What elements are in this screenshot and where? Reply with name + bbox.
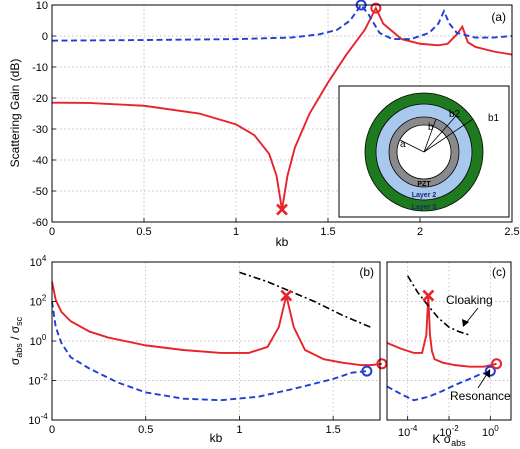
panel-a-ytick-label: -20 xyxy=(32,93,48,105)
panel-a-series xyxy=(51,3,513,210)
annotation-resonance-arrow xyxy=(477,373,488,389)
panel-b-series-2-line xyxy=(51,301,367,402)
panel-a-xtick-label: 0.5 xyxy=(136,226,151,238)
panel-b-ylabel: σabs / σsc xyxy=(8,316,24,365)
panel-b-marker-o-2 xyxy=(361,365,373,377)
panel-c-grid xyxy=(387,262,511,420)
panel-b-label: (b) xyxy=(359,265,374,279)
inset-label-b1: b1 xyxy=(488,113,500,124)
panel-a-ytick-label: 10 xyxy=(36,0,48,12)
panel-b-xtick-label: 0 xyxy=(49,424,55,436)
annotation-cloaking-arrow xyxy=(465,307,479,324)
panel-c-marker-o-2 xyxy=(484,365,496,377)
inset-label-b: b xyxy=(428,122,434,133)
panel-a-xtick-label: 0 xyxy=(49,226,55,238)
panel-b-series-1-line xyxy=(51,281,382,367)
panel-b-marker-o-3 xyxy=(376,358,388,370)
panel-a-xtick-label: 2 xyxy=(417,226,423,238)
panel-b-ytick-label: 10-2 xyxy=(28,373,48,388)
panel-a-series-2-line xyxy=(51,3,513,42)
annotation-cloaking-arrowhead xyxy=(462,319,469,327)
panel-a-xtick-label: 1 xyxy=(233,226,239,238)
panel-c-series-1-line xyxy=(386,295,497,368)
panel-c: 10-4 10-2 100 (c) K σabs Cloaking Resonanc… xyxy=(386,261,512,448)
inset-radius-a xyxy=(399,139,425,153)
panel-a-xtick-label: 2.5 xyxy=(504,226,519,238)
inset-radius-b1 xyxy=(423,118,474,153)
panel-a-ytick-label: -30 xyxy=(32,124,48,136)
panel-c-series-3-line xyxy=(406,275,470,336)
panel-c-label: (c) xyxy=(492,265,506,279)
panel-a-xlabel: kb xyxy=(276,235,289,249)
panel-a-marker-x-1 xyxy=(276,203,288,216)
panel-c-series-2-line xyxy=(386,370,491,402)
panel-b-grid xyxy=(52,262,380,420)
panel-b-xlabel: kb xyxy=(210,431,223,445)
panel-b-xtick-label: 0.5 xyxy=(138,424,153,436)
panel-c-xtick-label: 100 xyxy=(482,424,499,439)
panel-b-ytick-label: 100 xyxy=(30,333,47,348)
panel-c-markers xyxy=(422,289,503,377)
inset-radius-b xyxy=(423,118,437,153)
panel-b-ytick-label: 10-4 xyxy=(28,412,48,427)
panel-a-frame xyxy=(51,4,513,223)
panel-b-series xyxy=(51,271,382,402)
inset-radius-b2 xyxy=(423,116,456,153)
panel-a-ytick-label: -50 xyxy=(32,186,48,198)
panel-a-grid xyxy=(52,5,512,222)
panel-a: 0 0.5 1 1.5 2 2.5 10 0 -10 -20 -30 -40 -50 -60 (a) kb… xyxy=(8,0,520,249)
panel-c-marker-x-1 xyxy=(422,289,435,302)
panel-a-ytick-label: 0 xyxy=(42,31,48,43)
panel-b-markers xyxy=(280,289,388,377)
annotation-resonance: Resonance xyxy=(450,389,511,403)
panel-b-marker-x-1 xyxy=(280,289,293,302)
inset-label-layer3: Layer 3 xyxy=(412,204,437,211)
panel-b: 0 0.5 1 1.5 104 102 100 10-2 10-4 (b) kb σabs / … xyxy=(8,254,388,445)
inset-label-pzt: PZT xyxy=(417,181,431,188)
panel-b-xtick-label: 1 xyxy=(236,424,242,436)
panel-b-ytick-label: 102 xyxy=(30,294,47,309)
inset-label-layer2: Layer 2 xyxy=(412,192,437,199)
panel-c-xlabel: K σabs xyxy=(432,432,466,448)
panel-c-xtick-label: 10-4 xyxy=(398,424,418,439)
annotation-cloaking: Cloaking xyxy=(446,293,493,307)
panel-b-series-3-line xyxy=(239,271,371,328)
panel-a-ytick-label: -10 xyxy=(32,62,48,74)
panel-c-series xyxy=(386,275,497,402)
panel-a-marker-o-3 xyxy=(370,2,382,14)
panel-a-ytick-label: -40 xyxy=(32,155,48,167)
inset-schematic: a b b2 b1 PZT Layer 2 Layer 3 xyxy=(338,85,510,218)
panel-a-ylabel: Scattering Gain (dB) xyxy=(8,59,22,168)
annotation-resonance-arrowhead xyxy=(484,369,490,378)
panel-a-label: (a) xyxy=(491,10,506,24)
inset-label-b2: b2 xyxy=(449,109,461,120)
inset-label-a: a xyxy=(400,139,406,150)
panel-c-marker-o-3 xyxy=(491,358,503,370)
panel-a-ytick-label: -60 xyxy=(32,217,48,229)
panel-a-ticks: 0 0.5 1 1.5 2 2.5 10 0 -10 -20 -30 -40 -50 -60 xyxy=(32,0,520,238)
panel-b-ytick-label: 104 xyxy=(30,254,47,269)
panel-a-xtick-label: 1.5 xyxy=(320,226,335,238)
panel-a-series-1-line xyxy=(51,5,513,210)
panel-b-xtick-label: 1.5 xyxy=(325,424,340,436)
panel-b-ticks: 0 0.5 1 1.5 104 102 100 10-2 10-4 xyxy=(28,254,340,436)
